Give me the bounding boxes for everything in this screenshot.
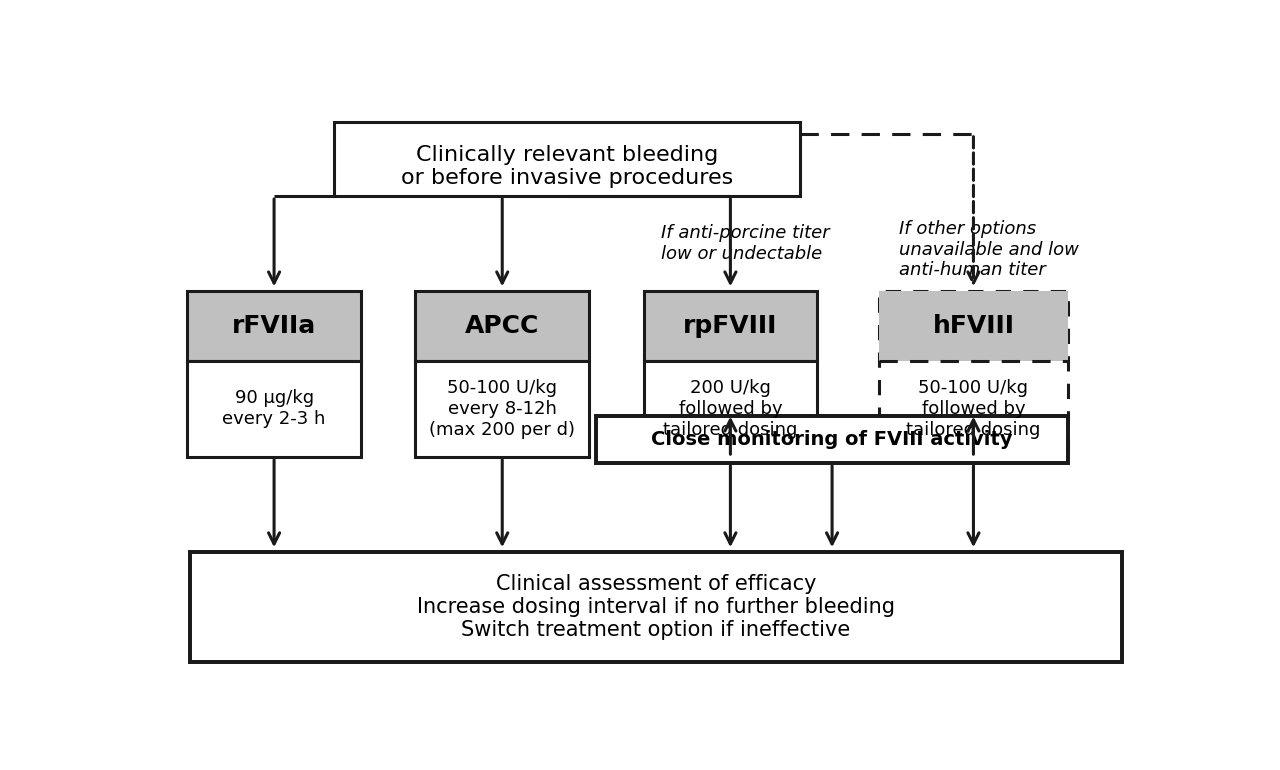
Text: Clinically relevant bleeding
or before invasive procedures: Clinically relevant bleeding or before i…	[401, 145, 733, 188]
Text: hFVIII: hFVIII	[932, 314, 1015, 338]
Text: Close monitoring of FVIII activity: Close monitoring of FVIII activity	[652, 430, 1012, 449]
FancyBboxPatch shape	[334, 122, 800, 196]
FancyBboxPatch shape	[879, 291, 1068, 361]
FancyBboxPatch shape	[187, 361, 361, 457]
FancyBboxPatch shape	[189, 552, 1123, 661]
FancyBboxPatch shape	[416, 361, 589, 457]
FancyBboxPatch shape	[596, 416, 1068, 463]
FancyBboxPatch shape	[644, 361, 817, 457]
Text: 50-100 U/kg
every 8-12h
(max 200 per d): 50-100 U/kg every 8-12h (max 200 per d)	[429, 379, 575, 439]
Text: 90 μg/kg
every 2-3 h: 90 μg/kg every 2-3 h	[223, 390, 326, 428]
Text: 50-100 U/kg
followed by
tailored dosing: 50-100 U/kg followed by tailored dosing	[906, 379, 1041, 439]
Text: rFVIIa: rFVIIa	[232, 314, 316, 338]
Text: Clinical assessment of efficacy
Increase dosing interval if no further bleeding
: Clinical assessment of efficacy Increase…	[417, 574, 895, 640]
Text: rpFVIII: rpFVIII	[684, 314, 777, 338]
Text: APCC: APCC	[465, 314, 539, 338]
Text: 200 U/kg
followed by
tailored dosing: 200 U/kg followed by tailored dosing	[663, 379, 797, 439]
FancyBboxPatch shape	[644, 291, 817, 361]
FancyBboxPatch shape	[416, 291, 589, 361]
FancyBboxPatch shape	[879, 291, 1068, 457]
FancyBboxPatch shape	[187, 291, 361, 361]
Text: If other options
unavailable and low
anti-human titer: If other options unavailable and low ant…	[899, 219, 1079, 280]
Text: If anti-porcine titer
low or undectable: If anti-porcine titer low or undectable	[660, 224, 829, 263]
